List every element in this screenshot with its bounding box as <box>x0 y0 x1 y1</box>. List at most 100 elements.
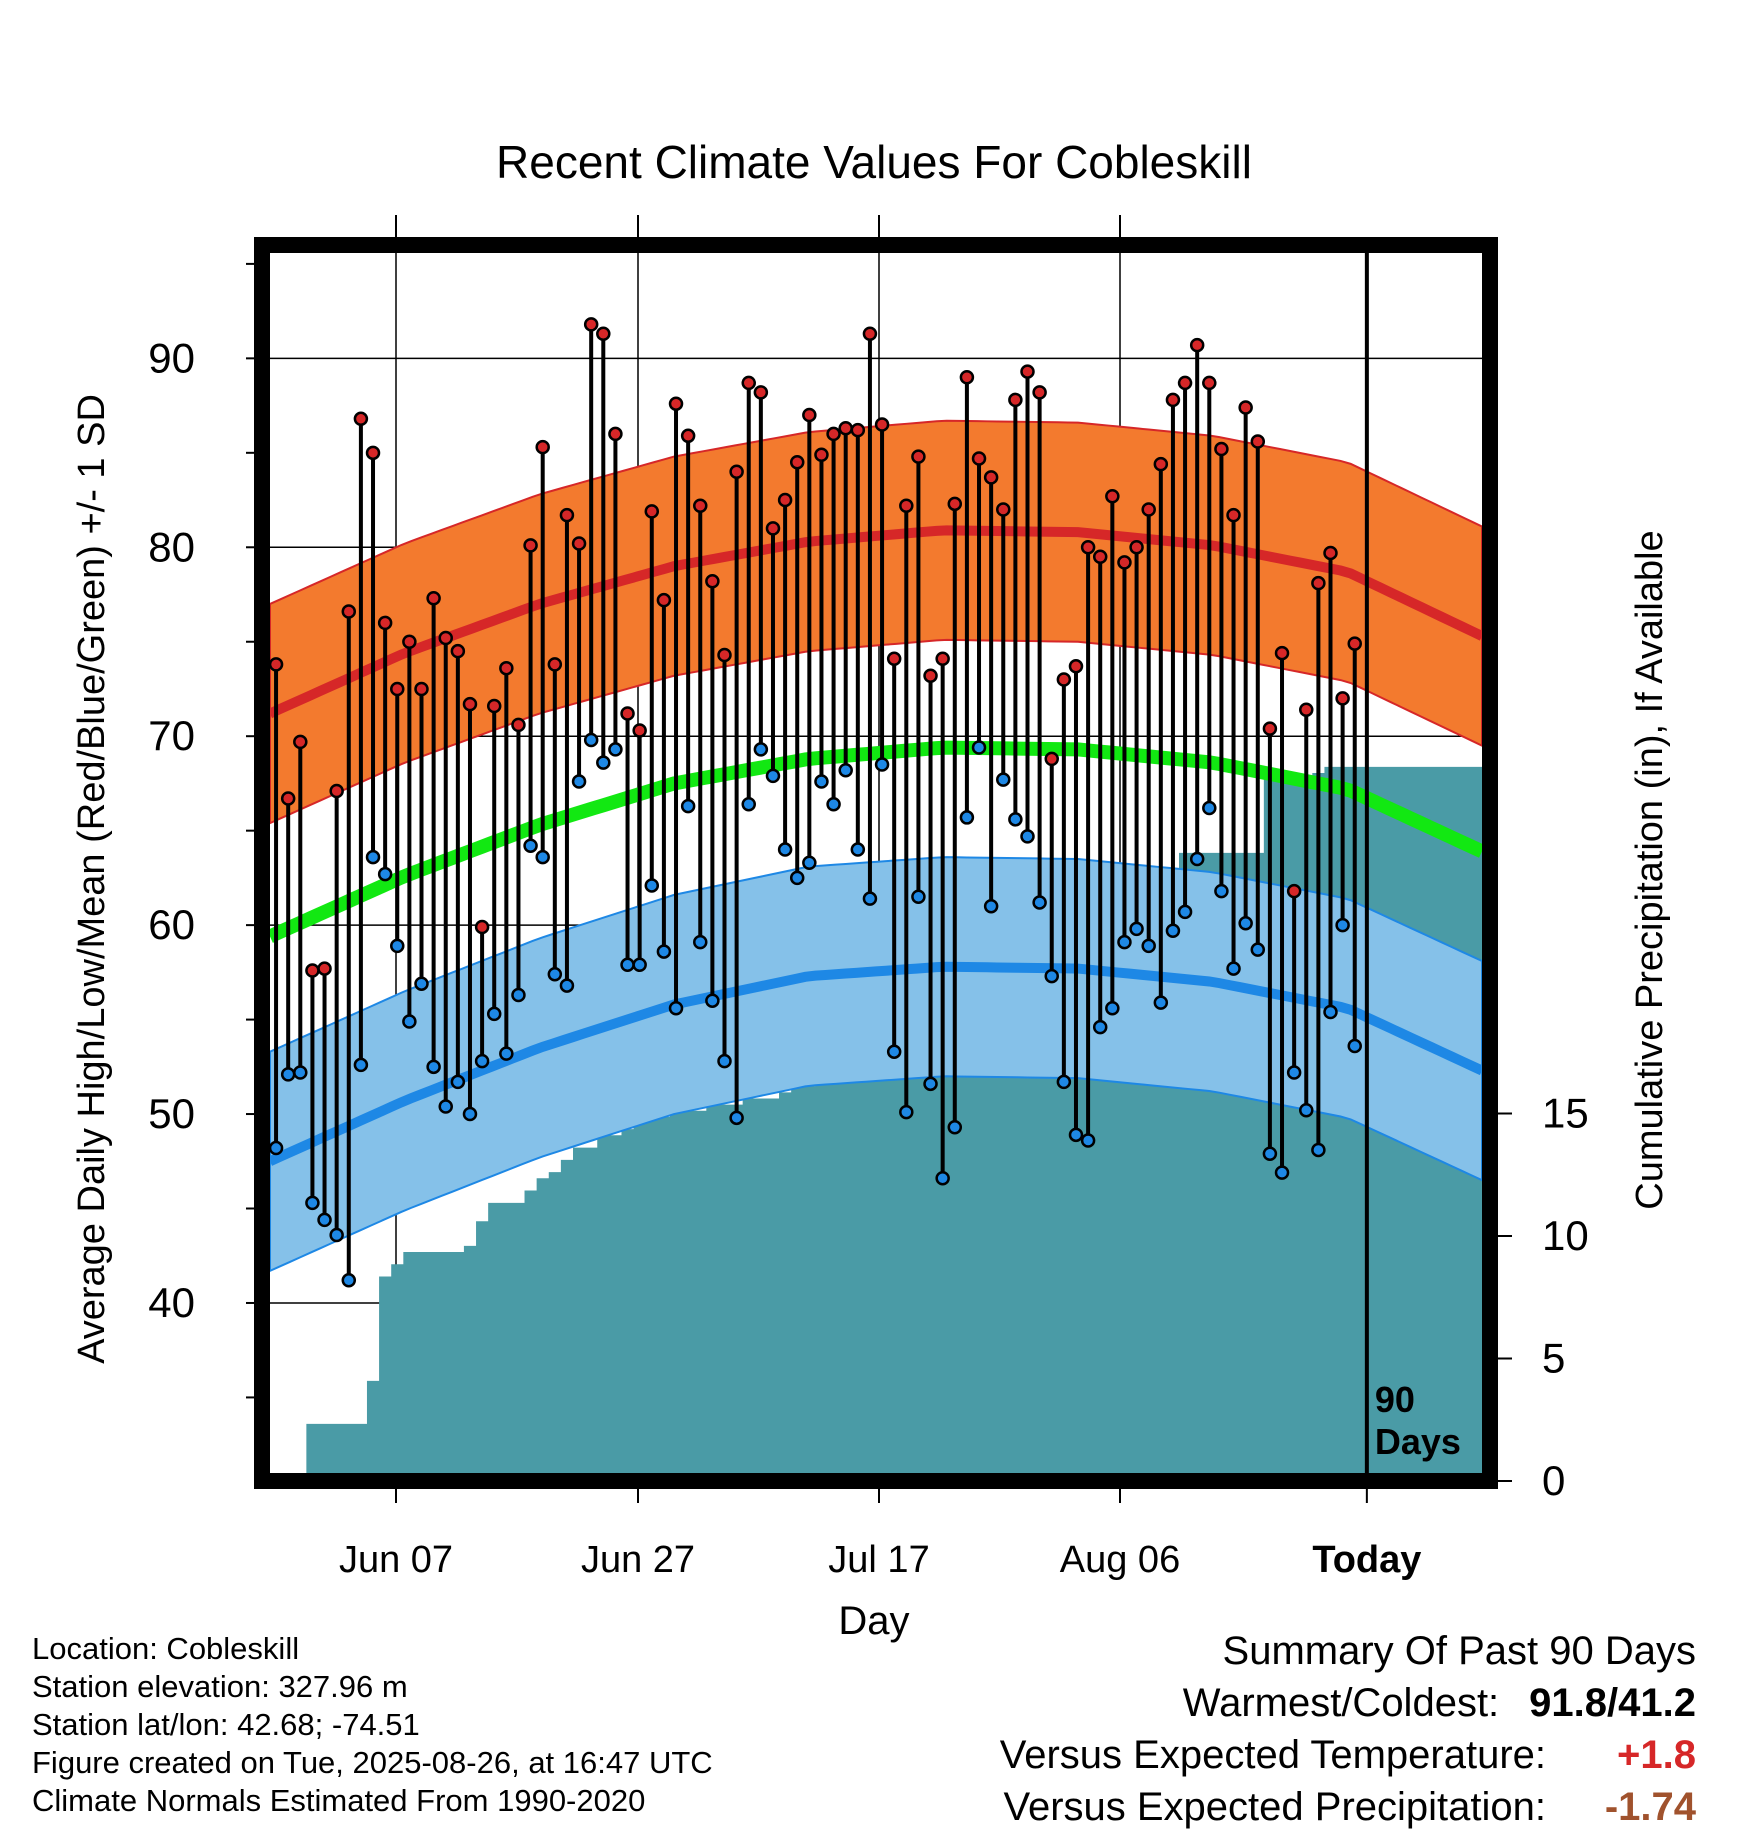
y-tick-label: 80 <box>148 523 195 570</box>
low-point <box>523 838 538 854</box>
high-point <box>814 447 829 462</box>
low-point <box>1153 995 1169 1010</box>
low-point <box>1117 934 1132 950</box>
today-days-label: Days <box>1375 1421 1461 1462</box>
high-point <box>462 696 478 712</box>
low-point <box>826 796 841 812</box>
low-point <box>414 976 429 991</box>
high-point <box>753 385 769 400</box>
high-point <box>414 681 429 697</box>
high-point <box>390 681 405 697</box>
high-point <box>1141 502 1156 517</box>
high-point <box>729 464 744 479</box>
low-point <box>1347 1038 1362 1054</box>
low-point <box>1335 917 1350 933</box>
low-point <box>559 978 575 993</box>
high-point <box>656 592 672 608</box>
low-point <box>353 1057 369 1073</box>
y2-tick-label: 15 <box>1542 1090 1589 1137</box>
high-point <box>450 643 466 659</box>
high-point <box>1250 434 1266 449</box>
low-point <box>280 1067 296 1082</box>
high-point <box>608 426 623 442</box>
high-point <box>474 919 490 935</box>
low-point <box>1044 968 1059 984</box>
temp-label: Versus Expected Temperature: <box>999 1733 1546 1777</box>
y-tick-label: 40 <box>148 1279 195 1326</box>
high-point <box>971 451 987 466</box>
low-point <box>1323 1004 1338 1020</box>
low-point <box>1092 1019 1108 1035</box>
low-point <box>511 987 526 1003</box>
high-point <box>305 963 320 978</box>
low-point <box>1189 851 1205 867</box>
y-axis-label: Average Daily High/Low/Mean (Red/Blue/Gr… <box>71 394 113 1364</box>
elevation-text: Station elevation: 327.96 m <box>32 1669 408 1704</box>
chart-title: Recent Climate Values For Cobleskill <box>496 136 1252 188</box>
y2-tick-label: 10 <box>1542 1212 1589 1259</box>
high-point <box>1274 645 1290 661</box>
low-point <box>1056 1074 1072 1090</box>
low-point <box>1238 915 1253 931</box>
low-point <box>1020 829 1035 844</box>
high-point <box>802 407 817 423</box>
low-point <box>911 889 926 905</box>
low-point <box>1068 1127 1084 1143</box>
y2-tick-label: 5 <box>1542 1335 1565 1382</box>
summary-precip: Versus Expected Precipitation: -1.74 <box>1000 1781 1696 1833</box>
warm-cold-label: Warmest/Coldest: <box>1182 1681 1500 1725</box>
high-point <box>1238 400 1253 415</box>
high-point <box>547 657 563 672</box>
high-point <box>899 498 914 513</box>
low-point <box>959 810 975 825</box>
high-point <box>1129 540 1144 555</box>
high-point <box>426 591 441 606</box>
high-point <box>1117 555 1132 570</box>
low-point <box>644 878 660 893</box>
low-point <box>862 891 878 906</box>
high-point <box>1044 751 1059 767</box>
high-point <box>935 651 950 666</box>
high-point <box>1202 375 1217 391</box>
high-point <box>559 507 575 523</box>
high-point <box>268 657 284 672</box>
low-point <box>450 1074 466 1090</box>
plot-frame <box>254 237 1498 1489</box>
low-point <box>1141 938 1156 954</box>
high-point <box>765 521 781 536</box>
high-point <box>777 492 793 508</box>
high-point <box>1189 337 1205 353</box>
precip-value: -1.74 <box>1604 1785 1696 1829</box>
low-point <box>765 768 781 784</box>
low-point <box>983 898 999 914</box>
low-point <box>886 1044 902 1059</box>
low-point <box>329 1227 344 1243</box>
low-point <box>293 1065 308 1080</box>
high-point <box>644 504 660 519</box>
high-point <box>1032 385 1047 400</box>
high-point <box>1056 672 1072 687</box>
high-point <box>874 417 890 432</box>
high-point <box>693 498 708 513</box>
high-point <box>789 455 805 470</box>
low-point <box>1105 1000 1120 1016</box>
high-point <box>947 496 963 512</box>
low-point <box>583 732 599 748</box>
high-point <box>680 428 696 444</box>
station-info: Location: Cobleskill Station elevation: … <box>32 1630 713 1820</box>
low-point <box>850 842 866 857</box>
high-point <box>632 723 647 738</box>
high-point <box>486 698 502 714</box>
high-point <box>1008 392 1023 408</box>
high-point <box>1311 575 1326 591</box>
high-point <box>862 326 878 342</box>
low-point <box>341 1273 357 1288</box>
low-point <box>753 742 769 757</box>
low-point <box>1262 1146 1278 1161</box>
y-tick-label: 90 <box>148 334 195 381</box>
high-point <box>911 449 926 464</box>
high-point <box>523 538 538 553</box>
high-point <box>838 421 853 436</box>
high-point <box>280 791 296 806</box>
